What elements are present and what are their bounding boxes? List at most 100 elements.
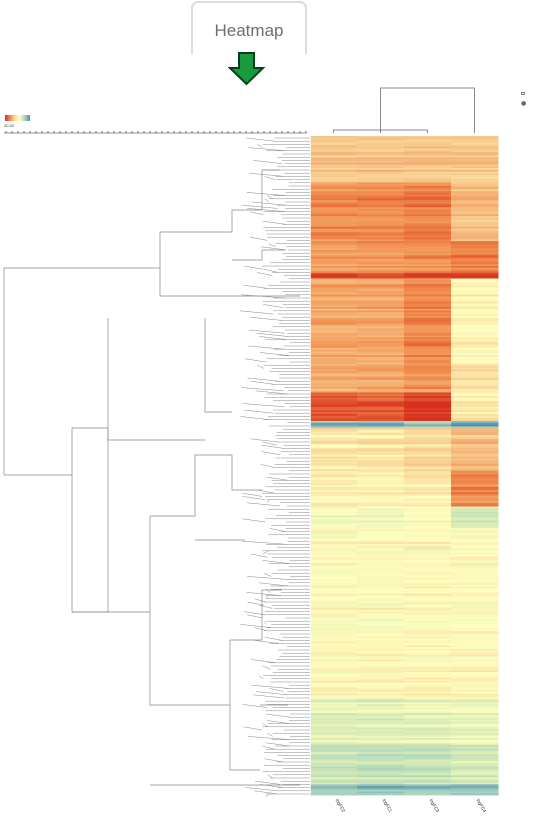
heatmap-cell (310, 453, 358, 456)
heatmap-cell (404, 173, 452, 176)
heatmap-cell (451, 355, 499, 358)
row-dendrogram-leaf (257, 272, 273, 276)
heatmap-cell (357, 264, 405, 267)
heatmap-cell (357, 789, 405, 792)
heatmap-cell (357, 668, 405, 671)
heatmap-cell (357, 583, 405, 586)
heatmap-cell (310, 285, 358, 288)
heatmap-cell (357, 709, 405, 712)
heatmap-cell (451, 716, 499, 719)
heatmap-cell (451, 290, 499, 294)
heatmap-cell (451, 713, 499, 716)
heatmap-cell (451, 340, 499, 343)
heatmap-cell (451, 310, 499, 313)
heatmap-cell (357, 743, 405, 746)
row-dendrogram-leaf (249, 172, 285, 177)
heatmap-cell (310, 600, 358, 604)
heatmap-cell (451, 210, 499, 213)
heatmap-cell (404, 755, 452, 758)
heatmap-cell (404, 456, 452, 459)
heatmap-cell (404, 241, 452, 244)
heatmap-cell (404, 486, 452, 490)
row-dendrogram-leaf (269, 688, 284, 692)
row-dendrogram-leaf (243, 726, 263, 731)
heatmap-cell (451, 563, 499, 566)
heatmap-cell (357, 549, 405, 552)
heatmap-cell (451, 187, 499, 190)
heatmap-cell (451, 517, 499, 520)
row-dendrogram-leaf (256, 144, 263, 148)
heatmap-cell (404, 383, 452, 386)
heatmap-cell (357, 618, 405, 621)
row-dendrogram-leaf (241, 387, 284, 392)
heatmap-cell (404, 460, 452, 463)
heatmap-cell (310, 376, 358, 379)
pin-icon[interactable]: ● (521, 100, 527, 107)
tab-heatmap[interactable]: Heatmap (191, 1, 307, 54)
heatmap-cell (310, 641, 358, 645)
heatmap-cell (310, 451, 358, 454)
heatmap-cell (357, 773, 405, 776)
heatmap-cell (451, 246, 499, 249)
save-icon[interactable] (521, 92, 525, 95)
heatmap-cell (451, 721, 499, 725)
heatmap-cell (310, 711, 358, 714)
heatmap-cell (451, 616, 499, 620)
heatmap-cell (310, 160, 358, 164)
heatmap-cell (310, 356, 358, 360)
heatmap-cell (404, 750, 452, 753)
heatmap-cell (404, 609, 452, 612)
heatmap-cell (451, 770, 499, 773)
heatmap-cell (404, 579, 452, 582)
heatmap-cell (451, 365, 499, 368)
heatmap-cell (404, 337, 452, 340)
heatmap-cell (357, 200, 405, 203)
heatmap-cell (357, 522, 405, 525)
heatmap-cell (404, 640, 452, 643)
heatmap-cell (451, 675, 499, 678)
heatmap-cell (404, 217, 452, 221)
heatmap-cell (451, 524, 499, 527)
heatmap-cell (310, 209, 358, 212)
heatmap-cell (451, 648, 499, 652)
heatmap-cell (357, 595, 405, 598)
heatmap-cell (451, 552, 499, 555)
heatmap-cell (451, 538, 499, 541)
heatmap-cell (357, 472, 405, 475)
heatmap-cell (404, 276, 452, 279)
heatmap-cell (310, 511, 358, 514)
heatmap-cell (404, 153, 452, 156)
heatmap-cell (310, 705, 358, 709)
row-dendrogram-leaf (246, 614, 263, 619)
heatmap-cell (451, 476, 499, 479)
heatmap-cell (451, 155, 499, 158)
heatmap-cell (404, 625, 452, 628)
heatmap-cell (404, 374, 452, 377)
heatmap-cell (310, 298, 358, 301)
heatmap-cell (310, 221, 358, 224)
heatmap-cell (451, 787, 499, 791)
color-scale-legend (5, 115, 30, 121)
heatmap-cell (404, 574, 452, 577)
heatmap-cell (451, 283, 499, 287)
column-label: logFC3 (429, 798, 441, 813)
heatmap-cell (357, 160, 405, 164)
heatmap-cell (451, 148, 499, 151)
heatmap-cell (310, 502, 358, 506)
heatmap-cell (357, 588, 405, 591)
heatmap-cell (310, 531, 358, 534)
heatmap-cell (357, 397, 405, 400)
heatmap-cell (357, 677, 405, 680)
row-dendrogram-leaf (259, 604, 273, 609)
heatmap-cell (404, 152, 452, 155)
heatmap-cell (404, 632, 452, 636)
heatmap-cell (451, 762, 499, 766)
heatmap-cell (357, 556, 405, 559)
heatmap-cell (404, 577, 452, 580)
heatmap-cell (404, 764, 452, 767)
row-dendrogram-leaf (255, 691, 288, 696)
row-dendrogram-leaf (259, 582, 289, 587)
heatmap-cell (404, 499, 452, 502)
heatmap-cell (357, 262, 405, 265)
heatmap-cell (357, 221, 405, 224)
